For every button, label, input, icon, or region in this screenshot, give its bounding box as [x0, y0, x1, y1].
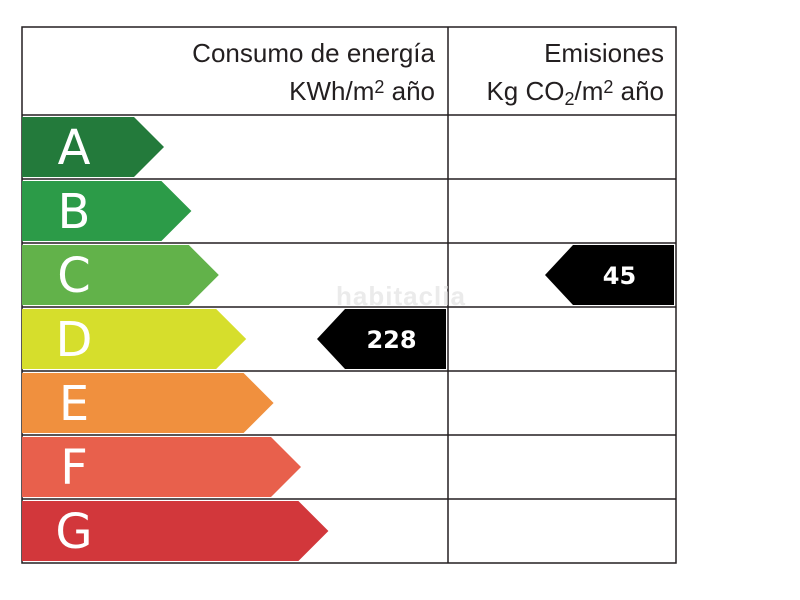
emissions-value: 45: [603, 262, 636, 290]
energy-header-line1: Consumo de energía: [192, 38, 435, 68]
rating-label-g: G: [55, 504, 92, 560]
rating-bar-c: [22, 245, 219, 305]
rating-bar-e: [22, 373, 274, 433]
rating-label-a: A: [58, 120, 91, 176]
rating-markers: 228 45: [317, 245, 674, 369]
rating-bar-f: [22, 437, 301, 497]
rating-label-d: D: [56, 312, 93, 368]
rating-label-f: F: [60, 440, 88, 496]
rating-bar-b: [22, 181, 192, 241]
emissions-marker: [545, 245, 674, 305]
energy-column-header: Consumo de energía KWh/m2 año: [150, 36, 435, 108]
rating-bar-d: [22, 309, 247, 369]
table-grid: [21, 26, 677, 564]
energy-value: 228: [366, 326, 416, 354]
rating-bar-a: [22, 117, 164, 177]
emissions-column-header: Emisiones Kg CO2/m2 año: [452, 36, 664, 116]
emissions-header-unit: Kg CO2/m2 año: [486, 76, 664, 109]
rating-label-c: C: [57, 248, 91, 304]
rating-label-b: B: [58, 184, 91, 240]
rating-bar-g: [22, 501, 329, 561]
emissions-header-line1: Emisiones: [544, 38, 664, 68]
energy-header-unit: KWh/m2 año: [289, 76, 435, 106]
rating-label-e: E: [59, 376, 89, 432]
watermark: habitaclia: [336, 281, 466, 311]
energy-marker: [317, 309, 446, 369]
